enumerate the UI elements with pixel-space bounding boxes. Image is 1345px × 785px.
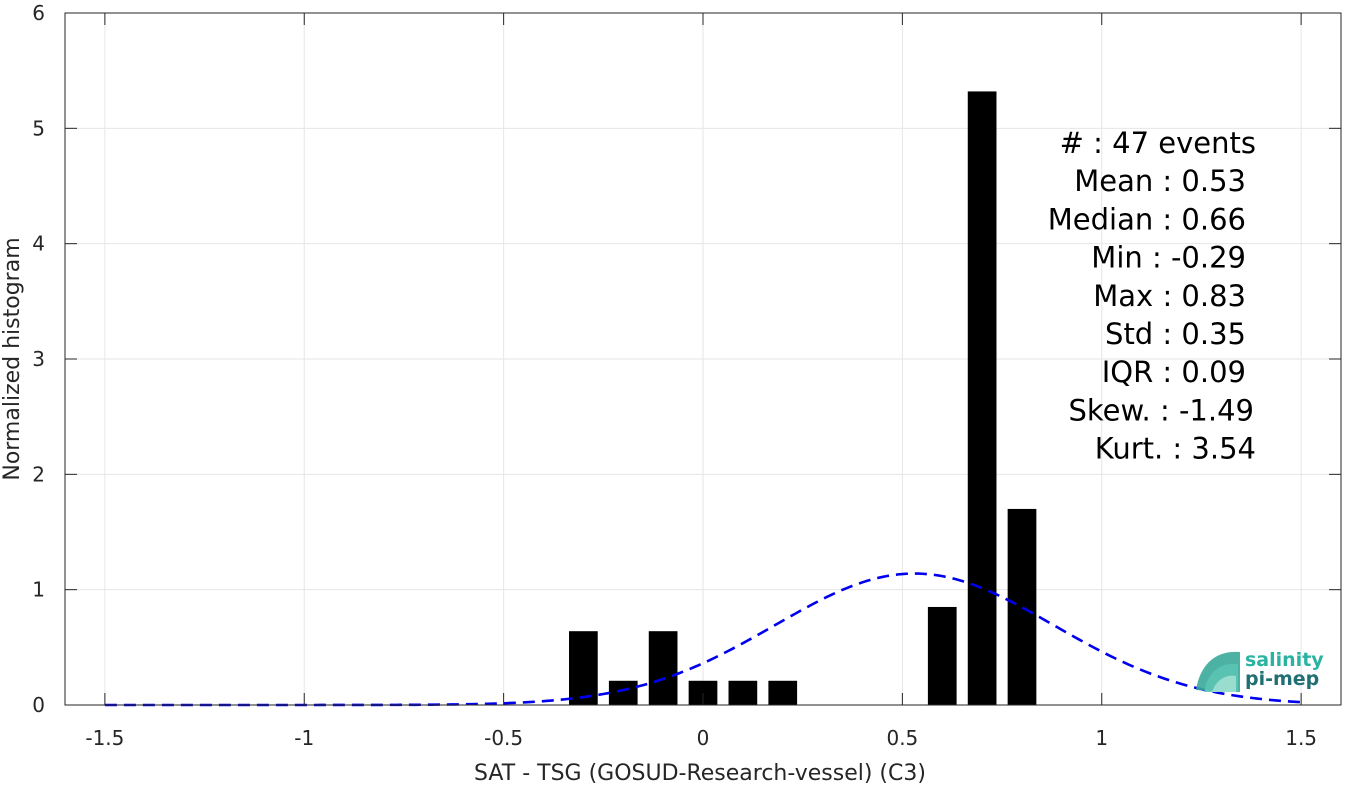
x-axis-label: SAT - TSG (GOSUD-Research-vessel) (C3) xyxy=(474,761,926,785)
stat-line: Max : 0.83 xyxy=(1093,279,1246,313)
x-tick-labels: -1.5 -1 -0.5 0 0.5 1 1.5 xyxy=(85,726,1317,750)
x-tick-label: -1 xyxy=(294,726,314,750)
stat-line: Std : 0.35 xyxy=(1105,317,1246,351)
histogram-bar xyxy=(569,631,598,705)
histogram-bar xyxy=(608,680,638,705)
y-tick-labels: 0 1 2 3 4 5 6 xyxy=(32,1,45,717)
stat-line: Skew. : -1.49 xyxy=(1068,393,1254,427)
y-tick-label: 1 xyxy=(32,578,45,602)
stat-line: IQR : 0.09 xyxy=(1102,355,1246,389)
histogram-bar xyxy=(728,680,758,705)
histogram-bar xyxy=(927,606,957,705)
axis-ticks xyxy=(65,12,1341,706)
logo-text-pimep: pi-mep xyxy=(1245,668,1319,690)
histogram-bar xyxy=(1007,508,1037,705)
y-tick-label: 6 xyxy=(32,1,45,25)
x-tick-label: 0.5 xyxy=(886,726,918,750)
x-tick-label: -0.5 xyxy=(484,726,523,750)
stat-line: Mean : 0.53 xyxy=(1074,164,1246,198)
y-axis-label: Normalized histogram xyxy=(0,237,25,480)
x-tick-label: 0 xyxy=(697,726,710,750)
stat-line: Median : 0.66 xyxy=(1048,202,1246,236)
stat-line: # : 47 events xyxy=(1060,126,1256,160)
x-tick-label: -1.5 xyxy=(85,726,124,750)
histogram-bar xyxy=(967,91,997,706)
x-tick-label: 1 xyxy=(1095,726,1108,750)
histogram-bar xyxy=(648,631,678,705)
bars xyxy=(569,91,1037,706)
wave-logo-icon xyxy=(1196,651,1240,692)
stat-line: Min : -0.29 xyxy=(1091,241,1246,275)
histogram-bar xyxy=(768,680,798,705)
x-tick-label: 1.5 xyxy=(1285,726,1317,750)
y-tick-label: 4 xyxy=(32,232,45,256)
y-tick-label: 3 xyxy=(32,347,45,371)
statistics-box: # : 47 events Mean : 0.53 Median : 0.66 Min… xyxy=(1048,126,1256,466)
salinity-pimep-logo: salinity pi-mep xyxy=(1196,649,1324,692)
logo-text-salinity: salinity xyxy=(1245,649,1324,671)
y-tick-label: 0 xyxy=(32,693,45,717)
y-tick-label: 2 xyxy=(32,462,45,486)
y-tick-label: 5 xyxy=(32,116,45,140)
stat-line: Kurt. : 3.54 xyxy=(1095,432,1256,466)
